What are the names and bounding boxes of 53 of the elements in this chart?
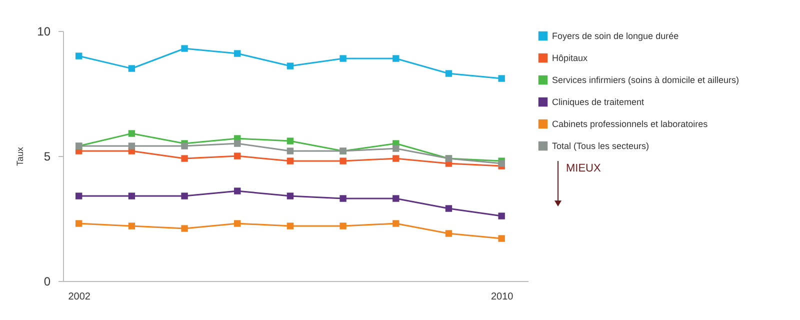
point bbox=[445, 70, 452, 77]
point bbox=[234, 220, 241, 227]
legend-label: Cabinets professionnels et laboratoires bbox=[552, 119, 708, 129]
point bbox=[286, 148, 294, 154]
y-tick-label: 10 bbox=[37, 24, 51, 38]
point bbox=[128, 142, 136, 150]
point bbox=[286, 192, 294, 200]
y-axis-title: Taux bbox=[15, 146, 26, 166]
y-tick-label: 0 bbox=[44, 274, 51, 288]
point bbox=[340, 158, 346, 164]
point bbox=[340, 55, 346, 62]
point bbox=[498, 75, 505, 82]
point bbox=[392, 145, 400, 152]
point bbox=[340, 222, 346, 230]
point bbox=[181, 155, 188, 162]
point bbox=[392, 220, 400, 227]
point bbox=[234, 140, 241, 147]
legend-label: Foyers de soin de longue durée bbox=[552, 31, 679, 41]
point bbox=[498, 160, 505, 167]
point bbox=[286, 138, 294, 144]
point bbox=[392, 155, 400, 162]
legend-label: Cliniques de traitement bbox=[552, 97, 645, 107]
legend-label: Hôpitaux bbox=[552, 53, 588, 63]
point bbox=[392, 195, 400, 202]
point bbox=[181, 225, 188, 232]
point bbox=[76, 192, 82, 200]
point bbox=[181, 45, 188, 52]
point bbox=[234, 188, 241, 194]
point bbox=[340, 195, 346, 202]
legend-label: Services infirmiers (soins à domicile et ailleurs) bbox=[552, 75, 740, 85]
point bbox=[128, 222, 136, 230]
text: MIEUX bbox=[566, 162, 602, 174]
point bbox=[76, 52, 82, 60]
point bbox=[445, 230, 452, 237]
point bbox=[234, 50, 241, 57]
point bbox=[286, 158, 294, 164]
x-tick-label: 2002 bbox=[68, 292, 91, 302]
point bbox=[498, 235, 505, 242]
point bbox=[181, 142, 188, 150]
point bbox=[128, 130, 136, 137]
point bbox=[392, 55, 400, 62]
point bbox=[128, 65, 136, 72]
point bbox=[286, 62, 294, 70]
point bbox=[445, 205, 452, 212]
point bbox=[76, 220, 82, 227]
point bbox=[128, 192, 136, 200]
point bbox=[498, 212, 505, 220]
x-tick-label: 2010 bbox=[490, 292, 514, 302]
y-tick-label: 5 bbox=[44, 150, 51, 164]
point bbox=[234, 152, 241, 160]
point bbox=[181, 192, 188, 200]
legend-label: Total (Tous les secteurs) bbox=[552, 141, 650, 151]
point bbox=[286, 222, 294, 230]
